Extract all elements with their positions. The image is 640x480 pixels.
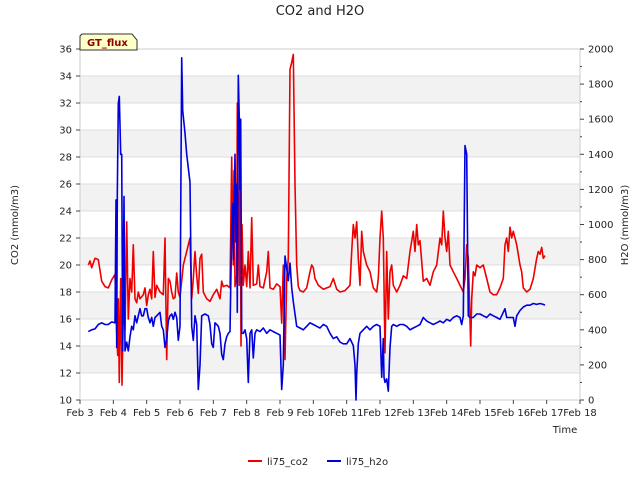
y-left-tick-label: 26 (59, 180, 72, 191)
x-tick-label: Feb 18 (563, 408, 597, 419)
y-left-tick-label: 14 (59, 342, 72, 353)
x-axis-ticks: Feb 3 Feb 4 Feb 5 Feb 6 Feb 7 Feb 8 Feb 9 Feb 1… (66, 400, 597, 419)
y-left-tick-label: 16 (59, 315, 72, 326)
y-right-tick-label: 1000 (588, 220, 613, 231)
series-line-li75_h2o (87, 56, 546, 401)
x-tick-label: Feb 6 (166, 408, 193, 419)
x-tick-label: Feb 16 (497, 408, 531, 419)
grid-band (80, 76, 580, 103)
y-right-tick-label: 1600 (588, 115, 613, 126)
y-axis-left-title: CO2 (mmol/m3) (10, 185, 21, 265)
y-left-tick-label: 28 (59, 153, 72, 164)
grid-band (80, 346, 580, 373)
y-axis-right-ticks: 0 200 400 600 800 1000 1200 1400 1600 1800 2000 (580, 45, 613, 407)
y-left-tick-label: 22 (59, 234, 72, 245)
x-tick-label: Feb 12 (363, 408, 397, 419)
x-tick-label: Feb 8 (233, 408, 260, 419)
y-left-tick-label: 24 (59, 207, 72, 218)
y-right-tick-label: 1800 (588, 80, 613, 91)
y-left-tick-label: 10 (59, 396, 72, 407)
y-axis-left-ticks: 10 12 14 16 18 20 22 24 26 28 30 32 34 36 (59, 45, 80, 407)
x-tick-label: Feb 10 (297, 408, 331, 419)
legend: li75_co2 li75_h2o (248, 457, 388, 468)
badge-label: GT_flux (87, 38, 128, 49)
x-tick-label: Feb 9 (266, 408, 293, 419)
series-line-li75_co2 (87, 53, 546, 386)
y-left-tick-label: 12 (59, 369, 72, 380)
y-left-tick-label: 18 (59, 288, 72, 299)
gt-flux-badge: GT_flux (79, 33, 138, 51)
y-right-tick-label: 200 (588, 360, 607, 371)
y-right-tick-label: 800 (588, 255, 607, 266)
x-tick-label: Feb 5 (133, 408, 160, 419)
y-right-tick-label: 2000 (588, 45, 613, 56)
chart-title: CO2 and H2O (276, 4, 365, 19)
x-tick-label: Feb 15 (463, 408, 497, 419)
y-right-tick-label: 400 (588, 325, 607, 336)
y-left-tick-label: 20 (59, 261, 72, 272)
y-right-tick-label: 1200 (588, 185, 613, 196)
x-axis-title: Time (552, 425, 577, 436)
series-layer (87, 53, 546, 401)
x-tick-label: Feb 3 (66, 408, 93, 419)
grid-bands (80, 76, 580, 373)
y-left-tick-label: 32 (59, 99, 72, 110)
x-tick-label: Feb 14 (430, 408, 464, 419)
y-axis-right-title: H2O (mmol/m3) (620, 185, 631, 266)
x-tick-label: Feb 7 (200, 408, 227, 419)
x-tick-label: Feb 4 (100, 408, 127, 419)
y-left-tick-label: 30 (59, 126, 72, 137)
grid-band (80, 292, 580, 319)
x-tick-label: Feb 13 (397, 408, 431, 419)
grid-band (80, 238, 580, 265)
y-right-tick-label: 600 (588, 290, 607, 301)
badge-box (79, 33, 138, 51)
y-left-tick-label: 34 (59, 72, 72, 83)
grid-band (80, 130, 580, 157)
legend-label-li75_h2o: li75_h2o (346, 457, 388, 468)
y-right-tick-label: 0 (588, 396, 594, 407)
y-left-tick-label: 36 (59, 45, 72, 56)
x-tick-label: Feb 17 (530, 408, 564, 419)
legend-label-li75_co2: li75_co2 (267, 457, 308, 468)
grid-band (80, 184, 580, 211)
y-right-tick-label: 1400 (588, 150, 613, 161)
x-tick-label: Feb 11 (330, 408, 364, 419)
